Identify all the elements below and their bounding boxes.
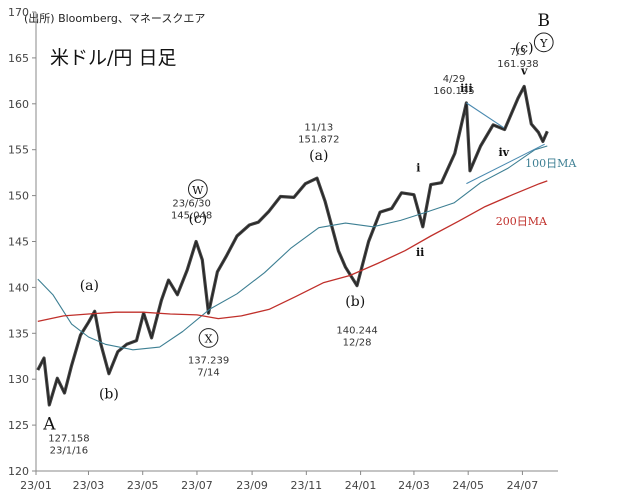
value-annotation: 11/13: [304, 122, 333, 133]
y-tick-label: 145: [8, 236, 29, 249]
triangle-upper-line: [466, 102, 505, 129]
value-annotation: 145.048: [171, 211, 212, 222]
ma200-line: [37, 180, 548, 323]
wave-label: B: [538, 11, 551, 31]
x-tick-label: 23/01: [20, 479, 52, 492]
wave-label: iv: [498, 146, 509, 159]
chart-title: 米ドル/円 日足: [50, 47, 176, 69]
wave-label: Y: [539, 37, 548, 50]
x-tick-label: 23/03: [73, 479, 105, 492]
x-tick-label: 23/07: [181, 479, 213, 492]
x-tick-label: 24/01: [345, 479, 377, 492]
wave-label-circle: [198, 328, 219, 348]
x-tick-label: 24/05: [452, 479, 484, 492]
x-tick-label: 23/11: [290, 479, 322, 492]
value-annotation: 7/14: [197, 368, 219, 379]
value-annotation: 7/3: [510, 47, 526, 58]
y-tick-label: 125: [8, 419, 29, 432]
y-tick-label: 140: [8, 281, 29, 294]
price-series-band: [36, 84, 549, 407]
value-annotation: 161.938: [497, 59, 538, 70]
triangle-lower-line: [466, 143, 545, 185]
wave-label: (c): [188, 211, 207, 227]
wave-label: (c): [515, 40, 534, 56]
wave-label: (b): [99, 386, 119, 402]
x-tick-label: 23/05: [127, 479, 159, 492]
y-tick-label: 160: [8, 98, 29, 111]
price-series-line: [37, 85, 548, 406]
wave-label: v: [520, 64, 528, 77]
x-tick-label: 24/03: [398, 479, 430, 492]
ma100-line: [37, 145, 548, 351]
y-tick-label: 120: [8, 465, 29, 478]
value-annotation: 12/28: [343, 337, 372, 348]
value-annotation: 23/6/30: [172, 199, 211, 210]
wave-label: i: [416, 162, 420, 175]
y-tick-label: 130: [8, 373, 29, 386]
value-annotation: 23/1/16: [50, 446, 89, 457]
wave-label: ii: [416, 246, 424, 259]
value-annotation: 4/29: [443, 74, 465, 85]
wave-label: (b): [345, 294, 365, 310]
value-annotation: 127.158: [48, 434, 89, 445]
value-annotation: 160.135: [433, 86, 474, 97]
series-label: 100日MA: [525, 157, 577, 170]
wave-label: W: [192, 184, 204, 197]
wave-label: (a): [309, 148, 328, 164]
y-tick-label: 155: [8, 144, 29, 157]
value-annotation: 151.872: [298, 134, 339, 145]
value-annotation: 140.244: [336, 325, 377, 336]
wave-label-circle: [533, 32, 554, 53]
value-annotation: 137.239: [188, 356, 229, 367]
wave-label: iii: [460, 82, 473, 95]
wave-label: A: [42, 415, 56, 435]
y-tick-label: 135: [8, 327, 29, 340]
wave-label: X: [205, 332, 213, 345]
series-label: 200日MA: [496, 215, 548, 228]
source-note: (出所) Bloomberg、マネースクエア: [24, 11, 205, 25]
y-tick-label: 165: [8, 52, 29, 65]
x-tick-label: 23/09: [236, 479, 268, 492]
x-tick-label: 24/07: [507, 479, 539, 492]
wave-label-circle: [187, 179, 208, 200]
axes: 120 125 130 135 140 145 150 155 160 165 170 23/01 23…: [8, 6, 558, 492]
wave-label: (a): [80, 278, 99, 294]
y-tick-label: 170: [8, 6, 29, 19]
series-lines: [36, 84, 549, 407]
y-tick-label: 150: [8, 190, 29, 203]
